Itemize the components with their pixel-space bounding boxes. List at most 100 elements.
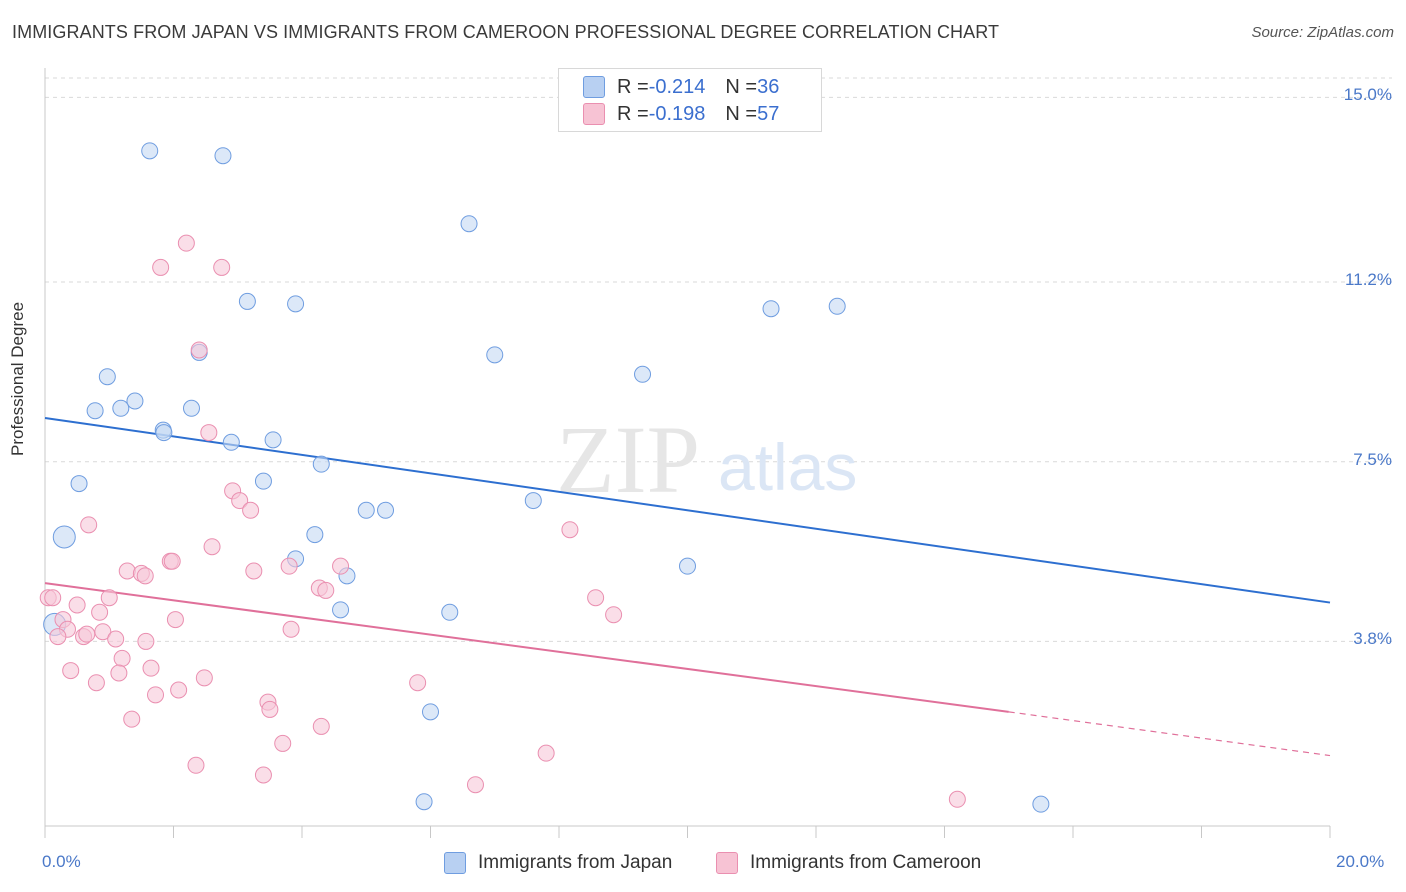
point-japan bbox=[441, 603, 459, 621]
point-japan bbox=[126, 392, 144, 410]
watermark-atlas: atlas bbox=[718, 430, 857, 504]
watermark-zip: ZIP bbox=[556, 406, 700, 513]
point-japan bbox=[1032, 795, 1050, 813]
point-japan bbox=[98, 368, 116, 386]
point-japan bbox=[486, 346, 504, 364]
point-cameroon bbox=[107, 630, 125, 648]
y-tick-label: 11.2% bbox=[1345, 270, 1392, 289]
point-cameroon bbox=[187, 756, 205, 774]
point-japan bbox=[254, 472, 272, 490]
point-cameroon bbox=[561, 521, 579, 539]
legend-item-cameroon[interactable]: Immigrants from Cameroon bbox=[716, 852, 981, 874]
data-points bbox=[39, 142, 1050, 813]
n-label: N = bbox=[725, 75, 758, 98]
point-cameroon bbox=[123, 710, 141, 728]
point-cameroon bbox=[87, 674, 105, 692]
point-japan bbox=[287, 295, 305, 313]
trend-line-cameroon-extrapolated bbox=[1008, 711, 1331, 757]
point-japan bbox=[141, 142, 159, 160]
point-japan bbox=[422, 703, 439, 721]
y-tick-label: 3.8% bbox=[1353, 629, 1392, 649]
point-cameroon bbox=[203, 538, 221, 556]
legend-label-japan: Immigrants from Japan bbox=[478, 852, 673, 873]
legend-label-cameroon: Immigrants from Cameroon bbox=[750, 852, 982, 873]
point-japan bbox=[155, 424, 173, 442]
point-japan bbox=[415, 793, 433, 811]
trend-lines bbox=[44, 417, 1331, 757]
n-value: 57 bbox=[757, 102, 780, 125]
legend-swatch-cameroon bbox=[583, 103, 605, 125]
point-cameroon bbox=[280, 557, 298, 575]
point-cameroon bbox=[409, 674, 427, 692]
legend-row-cameroon: R = -0.198 N = 57 bbox=[583, 102, 779, 126]
x-tick-label-min: 0.0% bbox=[42, 852, 81, 871]
point-cameroon bbox=[44, 589, 62, 607]
point-cameroon bbox=[78, 625, 96, 643]
point-cameroon bbox=[200, 424, 218, 442]
point-cameroon bbox=[605, 606, 623, 624]
point-japan bbox=[332, 601, 350, 619]
point-japan bbox=[634, 365, 652, 383]
y-tick-label: 7.5% bbox=[1353, 449, 1392, 469]
point-japan bbox=[460, 215, 478, 233]
point-japan bbox=[377, 501, 395, 519]
n-label: N = bbox=[725, 102, 758, 125]
r-value: -0.198 bbox=[648, 102, 706, 125]
point-cameroon bbox=[152, 258, 170, 276]
point-cameroon bbox=[537, 744, 555, 762]
point-cameroon bbox=[142, 659, 160, 677]
point-cameroon bbox=[213, 258, 231, 276]
point-japan bbox=[214, 147, 232, 165]
y-tick-label: 15.0% bbox=[1343, 85, 1392, 105]
point-cameroon bbox=[170, 681, 188, 699]
point-cameroon bbox=[231, 492, 249, 510]
point-japan bbox=[86, 402, 104, 420]
point-cameroon bbox=[163, 552, 181, 570]
point-cameroon bbox=[242, 501, 260, 519]
point-cameroon bbox=[80, 516, 98, 534]
point-japan bbox=[112, 399, 130, 417]
point-cameroon bbox=[254, 766, 272, 784]
point-cameroon bbox=[147, 686, 165, 704]
point-cameroon bbox=[312, 717, 330, 735]
point-cameroon bbox=[587, 589, 605, 607]
point-cameroon bbox=[118, 562, 136, 580]
point-japan bbox=[70, 475, 88, 493]
point-cameroon bbox=[190, 341, 208, 359]
point-japan bbox=[679, 557, 696, 575]
trend-line-cameroon bbox=[44, 582, 1009, 713]
point-japan bbox=[306, 526, 324, 544]
point-cameroon bbox=[274, 734, 292, 752]
point-cameroon bbox=[245, 562, 263, 580]
r-label: R = bbox=[617, 102, 649, 125]
point-cameroon bbox=[110, 664, 128, 682]
point-japan bbox=[264, 431, 282, 449]
series-legend: Immigrants from Japan Immigrants from Ca… bbox=[0, 852, 1406, 878]
y-axis-label: Professional Degree bbox=[8, 301, 27, 456]
point-japan bbox=[828, 297, 846, 315]
point-cameroon bbox=[62, 662, 80, 680]
point-japan bbox=[524, 492, 542, 510]
r-value: -0.214 bbox=[648, 75, 706, 98]
point-cameroon bbox=[261, 700, 279, 718]
point-cameroon bbox=[100, 589, 118, 607]
point-cameroon bbox=[332, 557, 350, 575]
point-cameroon bbox=[137, 632, 155, 650]
point-japan bbox=[762, 300, 780, 318]
point-cameroon bbox=[68, 596, 86, 614]
legend-swatch-japan bbox=[583, 76, 605, 98]
legend-swatch-japan bbox=[444, 852, 466, 874]
source-label: Source: ZipAtlas.com bbox=[1251, 24, 1394, 41]
point-japan bbox=[182, 399, 200, 417]
point-cameroon bbox=[466, 776, 484, 794]
trend-line-japan bbox=[44, 417, 1331, 604]
point-japan bbox=[312, 455, 330, 473]
point-japan bbox=[357, 501, 375, 519]
legend-item-japan[interactable]: Immigrants from Japan bbox=[444, 852, 672, 874]
point-cameroon bbox=[195, 669, 213, 687]
point-cameroon bbox=[282, 620, 300, 638]
x-tick-label-max: 20.0% bbox=[1336, 852, 1385, 871]
watermark: ZIP atlas bbox=[556, 406, 857, 513]
legend-row-japan: R = -0.214 N = 36 bbox=[583, 75, 779, 99]
point-cameroon bbox=[113, 649, 131, 667]
